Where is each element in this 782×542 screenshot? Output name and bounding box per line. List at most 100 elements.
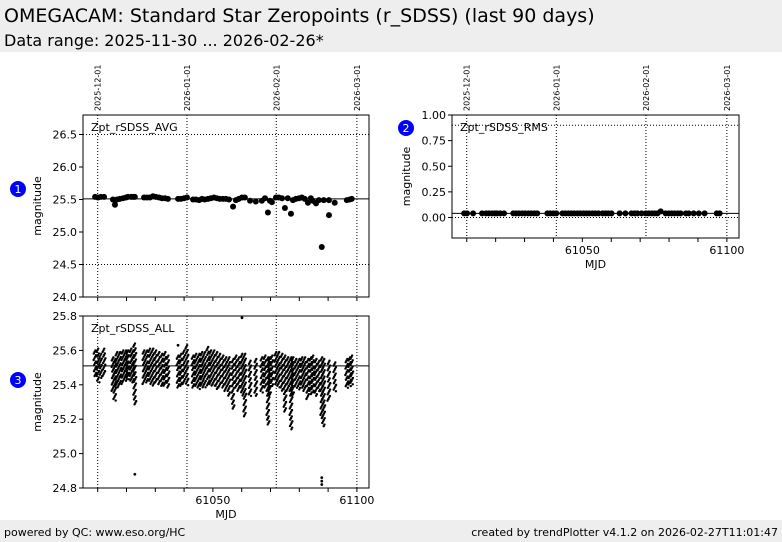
- data-point: [217, 362, 220, 365]
- data-point: [132, 387, 135, 390]
- data-point: [120, 352, 123, 355]
- data-point: [279, 367, 283, 370]
- data-point: [334, 390, 338, 393]
- data-point: [202, 354, 205, 357]
- data-point: [299, 383, 302, 386]
- data-point: [308, 365, 311, 369]
- data-point: [184, 382, 188, 385]
- data-point: [274, 382, 277, 386]
- data-point: [320, 197, 327, 204]
- data-point: [276, 365, 280, 368]
- panel-zpt-rsdss-rms: 2025-12-01 2026-01-01 2026-02-01 2026-03-01…: [400, 65, 744, 272]
- marker-circle[interactable]: [10, 372, 26, 388]
- data-point: [214, 354, 217, 357]
- data-point: [101, 193, 108, 200]
- data-point: [95, 368, 99, 371]
- date-label: 2025-12-01: [463, 65, 472, 112]
- marker-2[interactable]: 2: [398, 120, 414, 136]
- data-point: [344, 378, 348, 381]
- data-point: [223, 376, 227, 380]
- data-point: [132, 350, 136, 353]
- data-point: [247, 197, 254, 204]
- data-point: [230, 391, 233, 394]
- data-point: [288, 383, 292, 386]
- data-point: [305, 367, 308, 370]
- data-point: [112, 397, 115, 401]
- night-column: [199, 350, 205, 389]
- data-point: [321, 409, 324, 412]
- night-column: [114, 350, 120, 389]
- data-point: [299, 365, 302, 369]
- night-column: [181, 349, 187, 386]
- data-point: [259, 376, 263, 380]
- data-point: [302, 376, 306, 380]
- data-point: [259, 389, 262, 393]
- data-point: [230, 378, 234, 381]
- data-point: [279, 355, 282, 359]
- marker-1[interactable]: 1: [10, 181, 26, 197]
- data-point: [310, 368, 314, 372]
- data-point: [112, 367, 115, 370]
- data-point: [162, 384, 165, 387]
- data-point: [156, 354, 159, 357]
- night-column: [305, 357, 311, 401]
- data-point: [175, 381, 179, 384]
- data-point: [677, 210, 684, 217]
- data-point: [293, 373, 296, 377]
- data-point: [190, 357, 194, 360]
- data-point: [265, 383, 268, 386]
- data-point: [196, 386, 199, 389]
- night-column: [302, 356, 308, 393]
- data-point: [181, 358, 184, 362]
- data-point: [150, 374, 153, 378]
- data-point: [239, 362, 242, 365]
- marker-3[interactable]: 3: [10, 372, 26, 388]
- data-point: [124, 379, 128, 382]
- y-tick-label: 0.50: [422, 160, 447, 173]
- data-point: [217, 386, 220, 389]
- data-point: [165, 375, 169, 378]
- data-point: [290, 359, 294, 362]
- data-point: [236, 383, 239, 386]
- data-point: [254, 394, 258, 397]
- date-label: 2026-02-01: [642, 65, 651, 112]
- data-point: [267, 394, 271, 397]
- data-point: [305, 373, 308, 377]
- data-point: [165, 368, 169, 372]
- data-point: [157, 382, 160, 386]
- data-point: [141, 382, 144, 386]
- data-point: [319, 413, 322, 417]
- data-point: [321, 373, 324, 377]
- data-point: [314, 394, 318, 397]
- data-point: [190, 375, 194, 378]
- marker-circle[interactable]: [398, 120, 414, 136]
- night-column: [190, 354, 196, 389]
- data-point: [132, 374, 136, 377]
- y-tick-label: 24.5: [53, 259, 78, 272]
- marker-circle[interactable]: [10, 181, 26, 197]
- data-point: [263, 386, 266, 389]
- data-point: [184, 376, 188, 379]
- data-point: [321, 385, 324, 388]
- data-point: [159, 362, 162, 365]
- data-point: [156, 378, 159, 381]
- data-point: [175, 375, 179, 378]
- data-point: [288, 389, 291, 393]
- data-point: [302, 359, 305, 362]
- data-point: [293, 385, 296, 388]
- data-point: [268, 199, 275, 206]
- data-point: [608, 210, 615, 217]
- panel-zpt-rsdss-all: 24.8 25.0 25.2 25.4 25.6 25.8 61050 61100 MJD mag…: [31, 310, 374, 521]
- data-point: [319, 370, 323, 373]
- data-point: [319, 400, 323, 404]
- data-point: [282, 368, 286, 372]
- data-point: [230, 385, 234, 388]
- data-point: [181, 370, 185, 373]
- data-point: [199, 354, 202, 357]
- data-point: [269, 363, 272, 367]
- data-point: [241, 394, 244, 397]
- data-point: [332, 388, 335, 391]
- night-column: [223, 356, 229, 393]
- data-point: [95, 350, 98, 354]
- data-point: [205, 348, 208, 352]
